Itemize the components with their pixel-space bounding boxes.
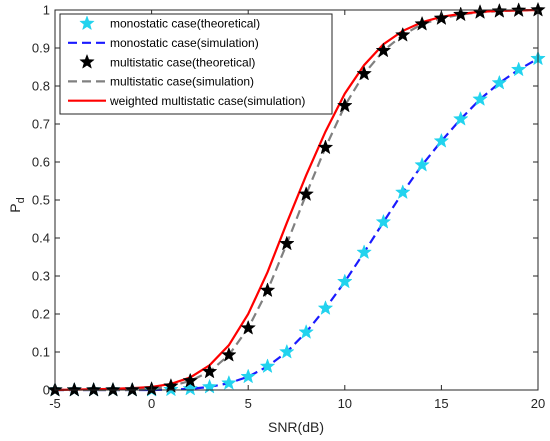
series-1	[55, 57, 539, 392]
data-point	[356, 244, 372, 260]
data-point	[452, 6, 469, 22]
data-point	[221, 346, 237, 362]
y-tick-label: 0.5	[32, 193, 50, 208]
x-tick-label: 5	[245, 396, 252, 411]
y-tick-label: 0.3	[32, 269, 50, 284]
legend-item: weighted multistatic case(simulation)	[68, 94, 305, 108]
x-tick-label: 20	[531, 396, 545, 411]
data-point	[201, 363, 218, 379]
series-line	[55, 57, 539, 392]
x-tick-label: 0	[148, 396, 155, 411]
data-point	[336, 273, 353, 289]
data-point	[394, 26, 411, 42]
data-point	[279, 343, 295, 359]
data-point	[414, 15, 430, 31]
legend-marker	[79, 15, 95, 31]
legend-item: multistatic case(theoretical)	[79, 53, 255, 69]
legend-label: monostatic case(theoretical)	[110, 17, 260, 31]
y-tick-label: 0.2	[32, 307, 50, 322]
x-tick-label: -5	[49, 396, 61, 411]
data-point	[124, 381, 141, 397]
data-point	[317, 139, 334, 155]
data-point	[356, 65, 372, 81]
x-tick-label: 15	[434, 396, 448, 411]
y-tick-label: 0.8	[32, 79, 50, 94]
legend-label: multistatic case(theoretical)	[110, 55, 255, 69]
y-tick-label: 1	[43, 3, 50, 18]
x-axis-label: SNR(dB)	[268, 419, 324, 435]
data-point	[66, 381, 83, 397]
data-point	[240, 319, 257, 335]
y-tick-label: 0.9	[32, 41, 50, 56]
data-point	[491, 74, 508, 90]
legend-item: monostatic case(simulation)	[68, 36, 259, 50]
data-point	[279, 235, 295, 251]
y-axis-label-main: P	[7, 203, 23, 212]
data-point	[298, 324, 314, 339]
data-point	[221, 374, 237, 390]
y-axis-label-subscript: d	[15, 197, 27, 203]
data-point	[298, 186, 314, 201]
data-point	[394, 184, 411, 200]
data-point	[85, 381, 102, 397]
legend-marker	[79, 53, 95, 69]
data-point	[336, 97, 353, 113]
legend-box	[59, 13, 333, 115]
y-tick-label: 0.7	[32, 117, 50, 132]
y-tick-label: 0	[43, 383, 50, 398]
data-point	[375, 42, 392, 58]
data-point	[375, 213, 392, 229]
data-point	[317, 300, 334, 315]
data-point	[259, 282, 276, 298]
data-point	[452, 110, 469, 126]
y-tick-label: 0.4	[32, 231, 50, 246]
data-point	[414, 156, 430, 172]
data-point	[259, 358, 276, 374]
legend-item: monostatic case(theoretical)	[79, 15, 260, 31]
legend-label: monostatic case(simulation)	[110, 36, 259, 50]
x-tick-label: 10	[338, 396, 352, 411]
data-point	[433, 10, 450, 26]
legend-label: weighted multistatic case(simulation)	[109, 94, 305, 108]
data-point	[182, 372, 199, 388]
data-point	[433, 132, 450, 148]
legend: monostatic case(theoretical) monostatic c…	[59, 13, 333, 115]
legend-label: multistatic case(simulation)	[110, 75, 254, 89]
data-point	[105, 381, 121, 397]
y-tick-label: 0.6	[32, 155, 50, 170]
y-tick-label: 0.1	[32, 345, 50, 360]
legend-item: multistatic case(simulation)	[68, 75, 254, 89]
y-axis-label: Pd	[7, 197, 27, 212]
data-point	[163, 377, 179, 393]
data-point	[182, 380, 199, 396]
data-point	[240, 368, 257, 384]
data-point	[510, 61, 527, 77]
data-point	[472, 91, 488, 106]
